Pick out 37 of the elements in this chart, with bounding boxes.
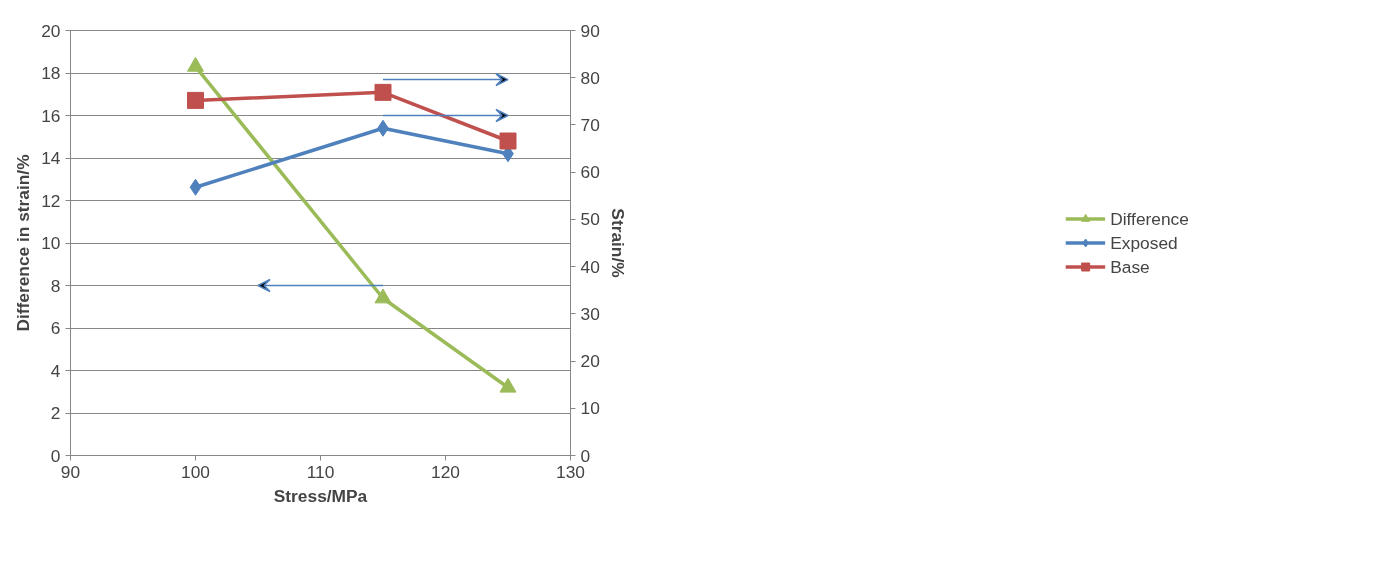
x-tick-label: 110 (306, 461, 335, 482)
point (187, 56, 204, 72)
y2-tick-label: 90 (580, 20, 600, 41)
y-axis-title: Difference in strain/% (13, 154, 34, 332)
y-tick-label: 12 (41, 190, 61, 211)
y2-axis-title: Strain/% (607, 208, 628, 278)
point (374, 83, 392, 101)
y-tick-label: 16 (41, 105, 61, 126)
legend-label: Base (1110, 256, 1150, 277)
x-tick-label: 90 (60, 461, 81, 482)
y2-tick-label: 60 (580, 162, 600, 183)
y-tick-label: 0 (50, 445, 61, 466)
y-tick-label: 18 (41, 63, 61, 83)
point (499, 377, 517, 393)
y-tick-label: 14 (41, 148, 61, 168)
y-tick-label: 4 (50, 360, 61, 381)
y2-tick-label: 70 (580, 114, 600, 135)
x-tick-label: 120 (431, 461, 460, 482)
y2-tick-label: 50 (580, 209, 600, 230)
y-tick-label: 10 (41, 233, 61, 253)
y-tick-label: 8 (50, 275, 61, 296)
legend-label: Exposed (1110, 232, 1178, 253)
y2-tick-label: 10 (580, 398, 600, 419)
x-tick-label: 100 (181, 461, 210, 482)
y-tick-label: 6 (50, 318, 61, 338)
point (499, 132, 517, 150)
y-tick-label: 2 (50, 403, 61, 423)
point (374, 288, 392, 304)
x-axis-title: Stress/MPa (273, 485, 368, 506)
y2-tick-label: 20 (580, 351, 600, 372)
point (189, 178, 202, 196)
legend-label: Difference (1110, 208, 1189, 229)
point (187, 91, 204, 109)
y2-tick-label: 30 (580, 303, 600, 324)
y-tick-label: 20 (41, 20, 61, 41)
y2-tick-label: 80 (580, 67, 600, 88)
y2-tick-label: 40 (580, 256, 600, 277)
